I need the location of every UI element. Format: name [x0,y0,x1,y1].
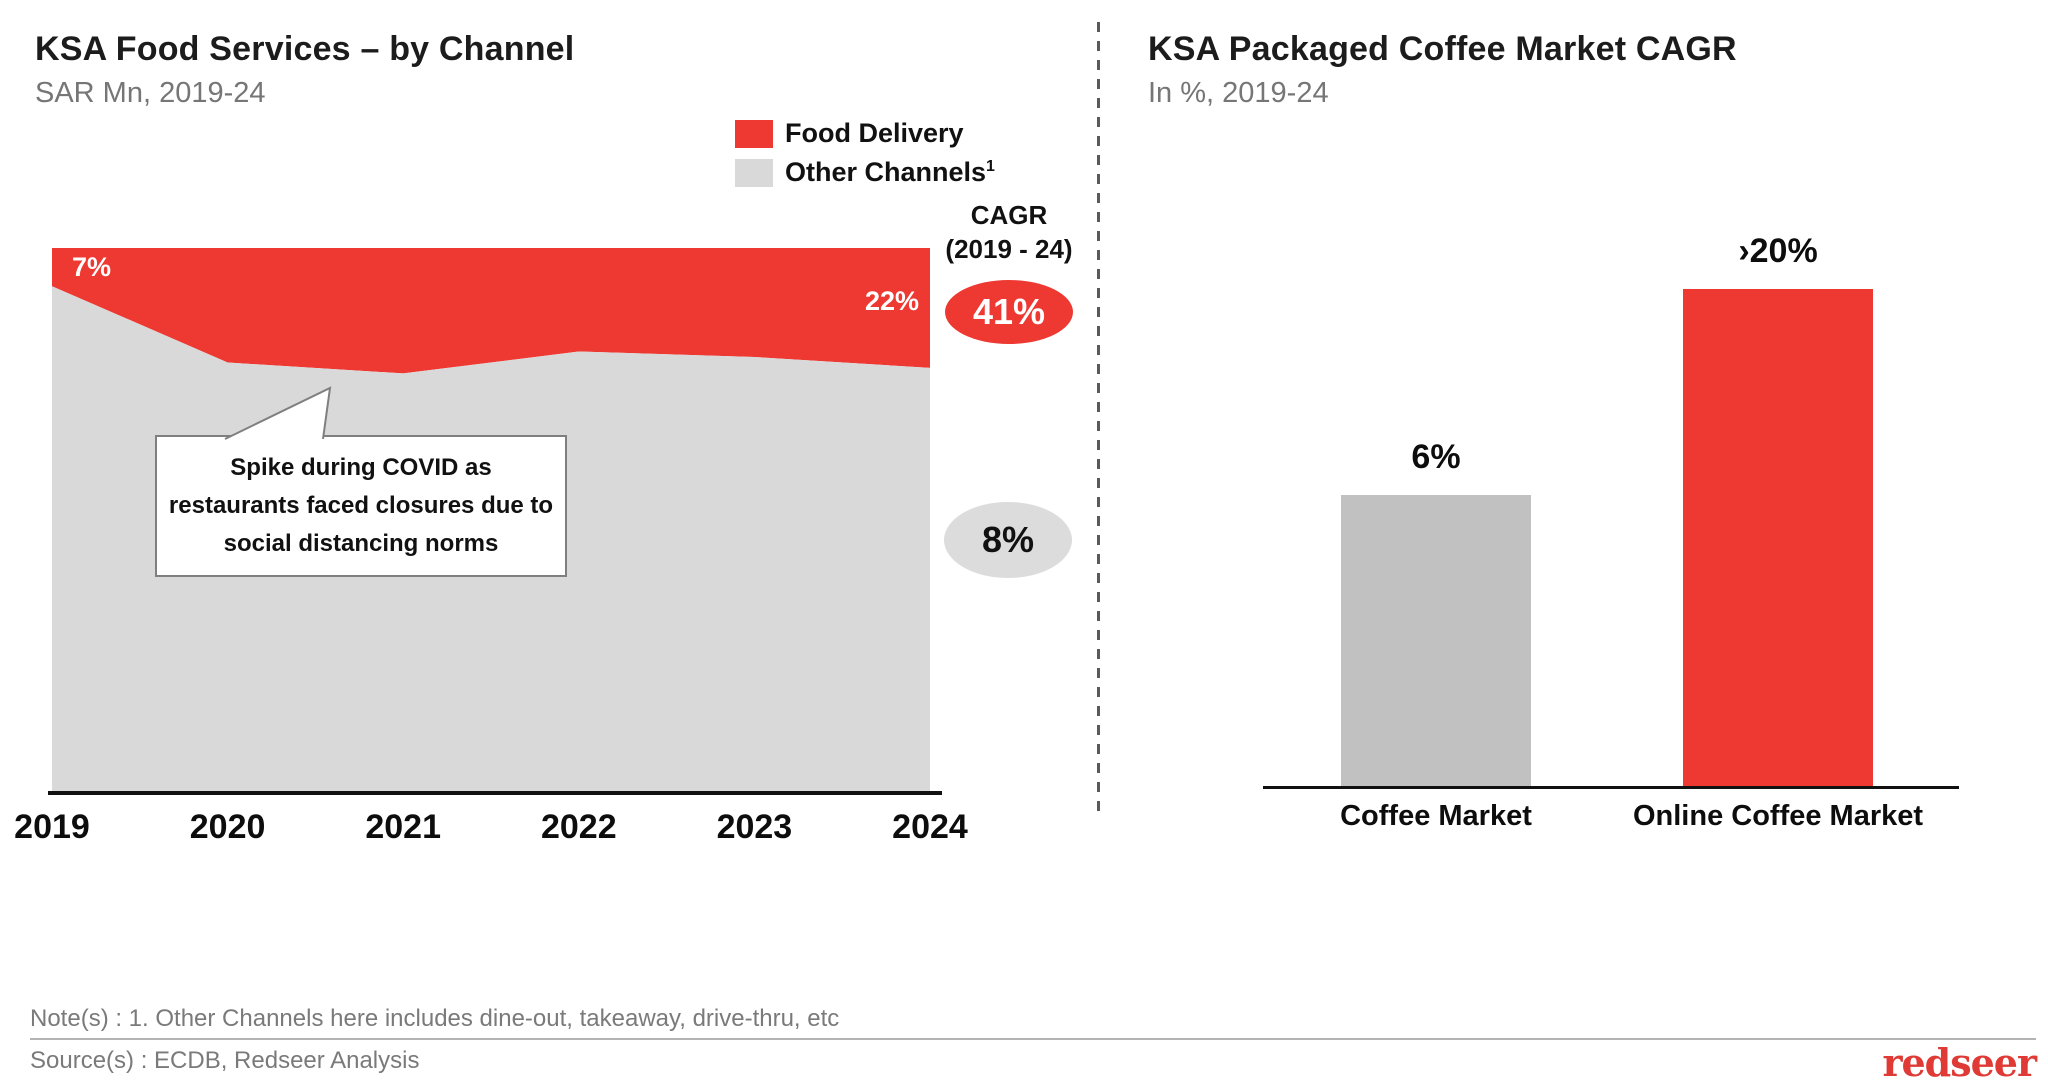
left-x-axis-line [48,791,942,795]
cagr-badge-food-delivery: 41% [945,280,1073,344]
bar [1341,495,1531,786]
right-chart-subtitle: In %, 2019-24 [1148,77,1329,109]
legend-swatch-food-delivery [735,119,773,148]
first-point-label: 7% [72,252,112,282]
right-chart-title: KSA Packaged Coffee Market CAGR [1148,30,1737,68]
left-chart-subtitle: SAR Mn, 2019-24 [35,77,266,109]
x-axis-label: 2023 [716,808,793,846]
left-chart-title: KSA Food Services – by Channel [35,30,575,68]
x-axis-label: 2024 [892,808,968,846]
x-axis-label: 2020 [189,808,266,846]
last-point-label: 22% [864,286,920,316]
bar-value-coffee-market: 6% [1411,438,1461,476]
cagr-header-line1: CAGR [970,200,1048,230]
legend-label-food-delivery: Food Delivery [785,118,964,148]
left-chart-header: KSA Food Services – by Channel SAR Mn, 2… [35,30,574,110]
cagr-column-header: CAGR (2019 - 24) [929,198,1089,266]
legend-swatch-other-channels [735,158,773,187]
right-x-axis-line [1263,786,1959,789]
notes-text: Note(s) : 1. Other Channels here include… [30,1005,840,1032]
legend-label-other-channels: Other Channels1 [785,157,995,187]
redseer-logo: redseer [1882,1040,2037,1085]
section-divider [1097,22,1100,812]
covid-callout-text: Spike during COVID as restaurants faced … [168,454,554,557]
bar [1683,289,1873,786]
footer-divider-line [30,1038,2036,1040]
x-axis-label: 2021 [365,808,441,846]
x-axis-label: 2022 [540,808,617,846]
legend-item-food-delivery: Food Delivery [735,118,995,149]
food-delivery-area [52,248,930,374]
cagr-badge-other-channels: 8% [944,502,1072,578]
covid-callout: Spike during COVID as restaurants faced … [155,435,567,577]
bar-category-coffee-market: Coffee Market [1340,800,1532,832]
legend: Food Delivery Other Channels1 [735,118,995,188]
bar-value-online-coffee-market: ›20% [1738,232,1818,270]
source-text: Source(s) : ECDB, Redseer Analysis [30,1047,420,1074]
right-chart-header: KSA Packaged Coffee Market CAGR In %, 20… [1148,30,1737,110]
callout-pointer [224,386,332,440]
bar-category-online-coffee-market: Online Coffee Market [1632,800,1924,832]
legend-item-other-channels: Other Channels1 [735,157,995,188]
x-axis-label: 2019 [14,808,90,846]
footnote-marker: 1 [986,158,995,175]
cagr-header-line2: (2019 - 24) [945,234,1073,264]
